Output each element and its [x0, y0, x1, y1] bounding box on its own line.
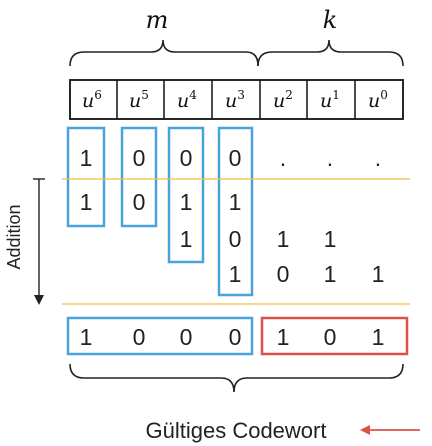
- header-u2: u2: [273, 88, 293, 112]
- header-u3: u3: [225, 88, 245, 112]
- codeword-label: Gültiges Codewort: [146, 418, 327, 443]
- row-2-cell-5: 1: [324, 226, 337, 252]
- row-0-cell-6: .: [375, 145, 381, 171]
- row-3-cell-4: 0: [277, 261, 290, 287]
- result-cell-1: 0: [133, 324, 146, 350]
- header-table: u6 u5 u4 u3 u2 u1 u0: [69, 79, 404, 120]
- label-k: k: [323, 6, 338, 34]
- row-0-cell-4: .: [280, 145, 286, 171]
- codeword-arrow-head: [360, 425, 370, 435]
- result-cell-6: 1: [372, 324, 385, 350]
- row-0-cell-0: 1: [80, 145, 93, 171]
- result-cell-5: 0: [324, 324, 337, 350]
- row-2-cell-3: 0: [229, 226, 242, 252]
- highlight-step-2: [120, 126, 158, 228]
- row-0-cell-2: 0: [180, 145, 193, 171]
- row-2-cell-4: 1: [277, 226, 290, 252]
- result-cell-2: 0: [180, 324, 193, 350]
- result-message-box: [66, 316, 254, 356]
- row-1-cell-2: 1: [180, 189, 193, 215]
- row-1-cell-0: 1: [80, 189, 93, 215]
- row-1-cell-3: 1: [229, 189, 242, 215]
- addition-label: Addition: [4, 204, 24, 269]
- highlight-step-3: [167, 126, 205, 264]
- brace-k: [257, 39, 404, 67]
- highlight-step-4: [217, 126, 254, 297]
- header-u6: u6: [82, 88, 102, 112]
- header-u5: u5: [129, 88, 149, 112]
- row-3-cell-5: 1: [324, 261, 337, 287]
- highlight-step-1: [66, 126, 106, 228]
- label-m: m: [146, 6, 169, 34]
- row-3-cell-3: 1: [229, 261, 242, 287]
- header-u0: u0: [368, 88, 388, 112]
- result-cell-4: 1: [277, 324, 290, 350]
- row-0-cell-3: 0: [229, 145, 242, 171]
- row-3-cell-6: 1: [372, 261, 385, 287]
- brace-codeword: [69, 363, 404, 393]
- addition-arrow-head: [34, 295, 44, 305]
- header-u1: u1: [320, 88, 340, 112]
- header-u4: u4: [177, 88, 197, 112]
- brace-m: [69, 39, 259, 67]
- result-cell-3: 0: [229, 324, 242, 350]
- row-2-cell-2: 1: [180, 226, 193, 252]
- row-1-cell-1: 0: [133, 189, 146, 215]
- result-check-box: [260, 316, 409, 356]
- row-0-cell-5: .: [327, 145, 333, 171]
- result-cell-0: 1: [80, 324, 93, 350]
- row-0-cell-1: 0: [133, 145, 146, 171]
- header-table-border: [69, 79, 404, 120]
